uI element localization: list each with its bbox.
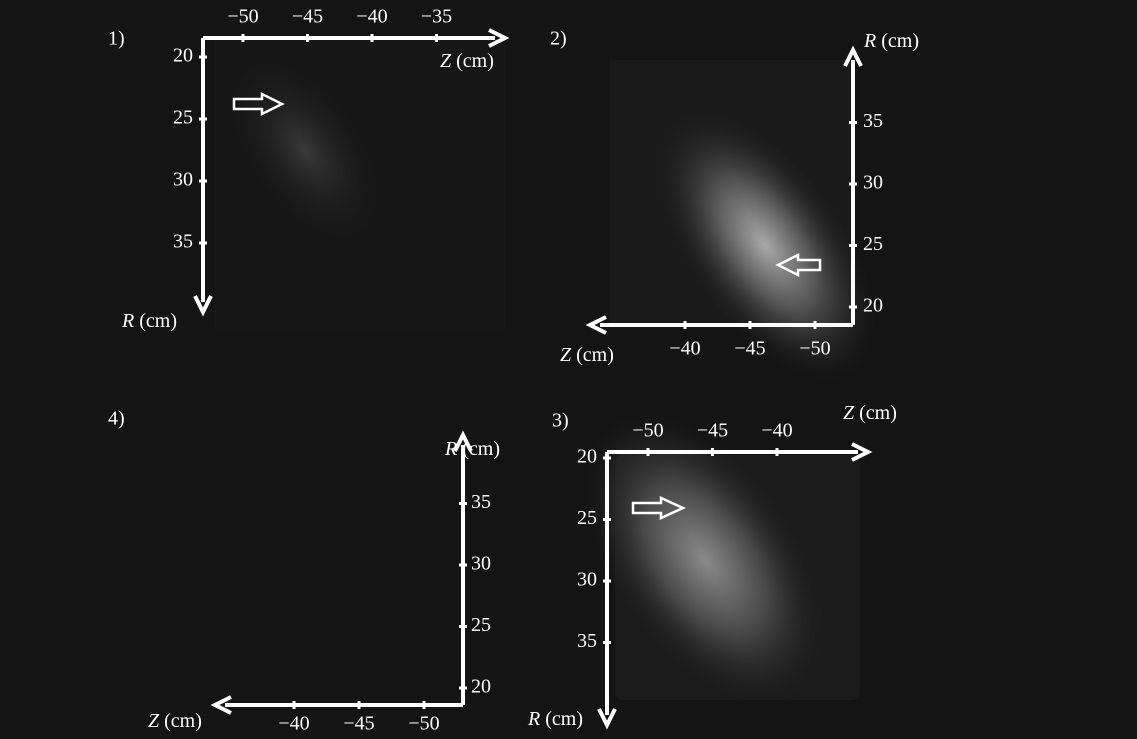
z-tick-label: −45 <box>697 420 728 442</box>
axis-symbol: R <box>527 708 540 730</box>
r-tick-label: 25 <box>577 507 597 529</box>
axis-unit: (cm) <box>854 402 897 424</box>
z-tick-label: −40 <box>356 6 387 28</box>
axis-symbol: R <box>121 310 134 332</box>
axis-unit: (cm) <box>571 344 614 366</box>
figure: 1) −50 −45 −40 −35 Z (cm) 20 25 30 35 R (cm) 2) −40 −… <box>0 0 1137 739</box>
r-tick-label: 30 <box>173 169 193 191</box>
r-tick-label: 35 <box>863 110 883 132</box>
z-tick-label: −45 <box>292 6 323 28</box>
r-tick-label: 20 <box>863 295 883 317</box>
axis-title: R (cm) <box>121 310 177 332</box>
panel-label: 3) <box>552 410 569 432</box>
axis-title: R (cm) <box>863 30 919 52</box>
axis-unit: (cm) <box>457 438 500 460</box>
axis-unit: (cm) <box>134 310 177 332</box>
z-tick-label: −35 <box>421 6 452 28</box>
r-tick-label: 25 <box>863 233 883 255</box>
axis-unit: (cm) <box>540 708 583 730</box>
axis-title: Z (cm) <box>560 344 614 366</box>
axis-unit: (cm) <box>451 50 494 72</box>
axis-title: Z (cm) <box>440 50 494 72</box>
background <box>0 0 1137 739</box>
r-tick-label: 30 <box>577 569 597 591</box>
z-tick-label: −50 <box>799 338 830 360</box>
z-tick-label: −45 <box>343 713 374 735</box>
r-tick-label: 25 <box>471 614 491 636</box>
axis-title: Z (cm) <box>148 710 202 732</box>
z-tick-label: −40 <box>278 713 309 735</box>
z-tick-label: −40 <box>761 420 792 442</box>
z-tick-label: −50 <box>227 6 258 28</box>
axis-unit: (cm) <box>876 30 919 52</box>
axis-title: R (cm) <box>444 438 500 460</box>
z-tick-label: −40 <box>669 338 700 360</box>
r-tick-label: 20 <box>173 45 193 67</box>
r-tick-label: 30 <box>863 172 883 194</box>
r-tick-label: 25 <box>173 107 193 129</box>
r-tick-label: 20 <box>577 446 597 468</box>
axis-symbol: R <box>863 30 876 52</box>
panel-label: 1) <box>108 28 125 50</box>
panel-label: 2) <box>550 28 567 50</box>
z-tick-label: −50 <box>408 713 439 735</box>
r-tick-label: 35 <box>577 630 597 652</box>
axis-unit: (cm) <box>159 710 202 732</box>
panel-label: 4) <box>108 408 125 430</box>
r-tick-label: 35 <box>173 231 193 253</box>
axis-symbol: R <box>444 438 457 460</box>
z-tick-label: −50 <box>632 420 663 442</box>
r-tick-label: 20 <box>471 676 491 698</box>
r-tick-label: 35 <box>471 491 491 513</box>
z-tick-label: −45 <box>734 338 765 360</box>
r-tick-label: 30 <box>471 553 491 575</box>
axis-title: R (cm) <box>527 708 583 730</box>
axis-title: Z (cm) <box>843 402 897 424</box>
